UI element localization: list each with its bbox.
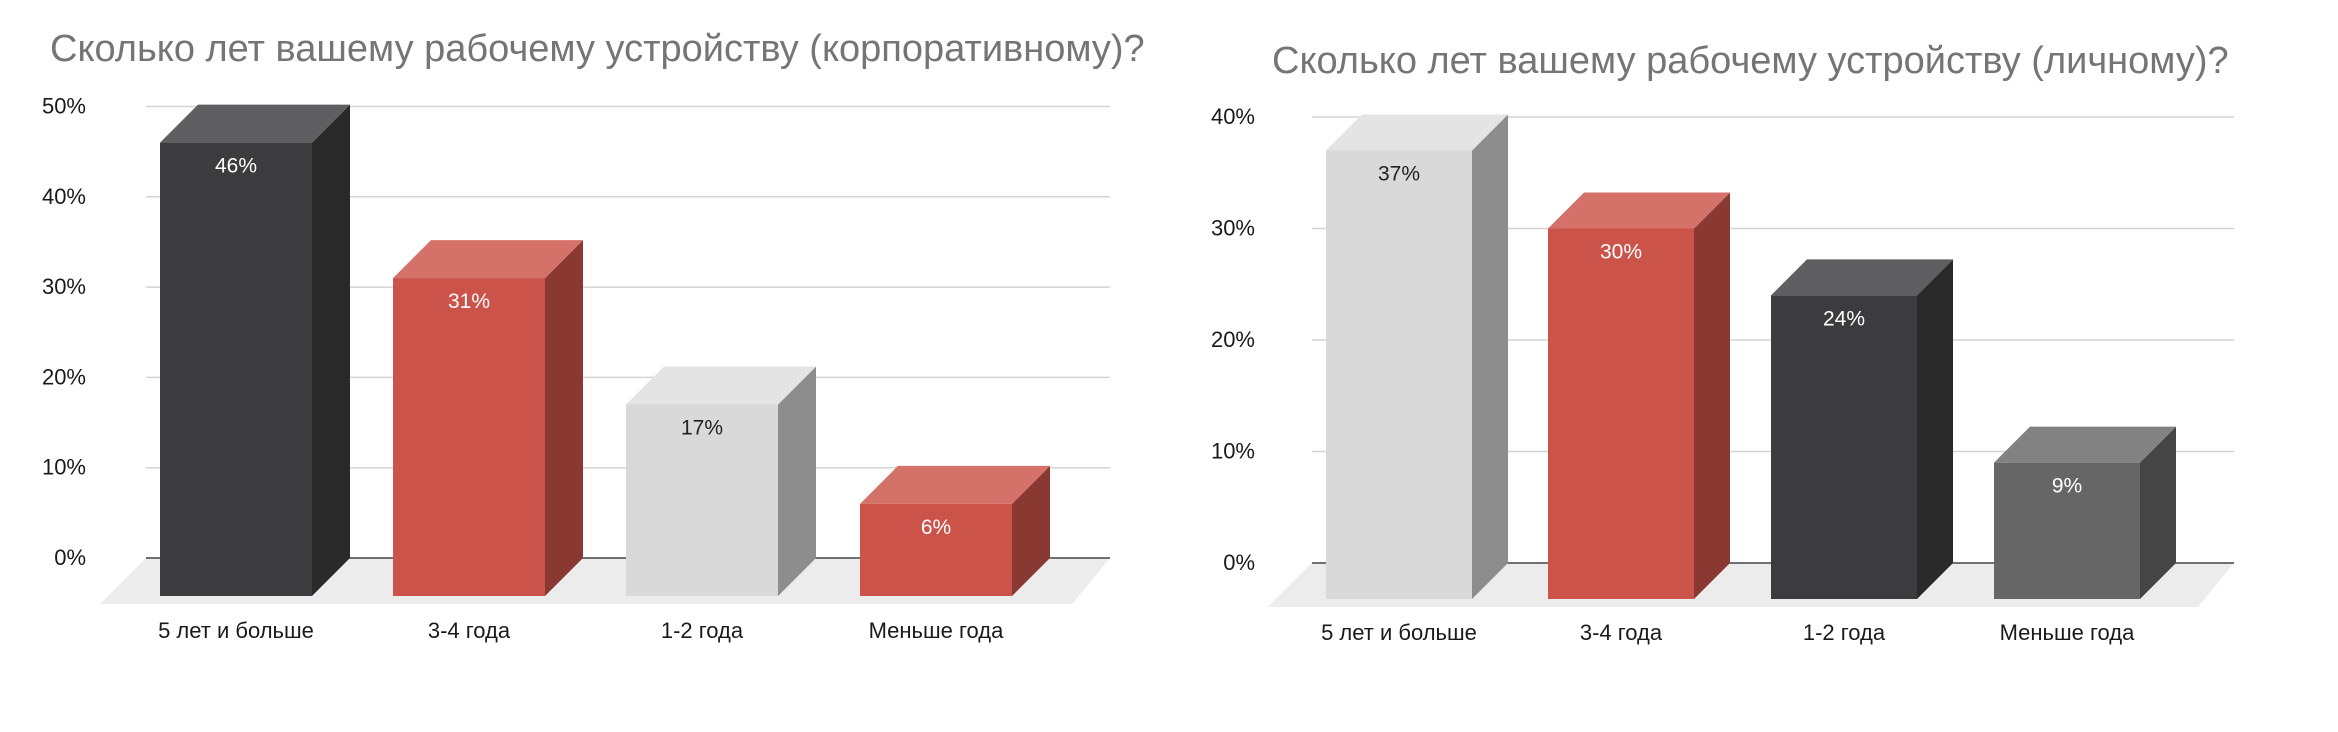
bar: 46%: [160, 104, 350, 597]
floor-plane: [100, 558, 1110, 604]
data-label: 37%: [1378, 162, 1420, 185]
y-tick-label: 0%: [1223, 550, 1255, 575]
bar-front: [393, 278, 545, 596]
y-tick-label: 30%: [42, 274, 86, 299]
bar: 37%: [1326, 114, 1508, 599]
chart-corporate-device-age: Сколько лет вашему рабочему устройству (…: [42, 28, 1145, 643]
bar-side: [1012, 465, 1050, 596]
bar: 30%: [1548, 192, 1730, 599]
y-tick-label: 30%: [1211, 216, 1255, 241]
bar-front: [860, 503, 1012, 596]
y-tick-label: 10%: [1211, 439, 1255, 464]
bar-side: [1917, 259, 1953, 599]
y-tick-label: 20%: [1211, 327, 1255, 352]
bar: 24%: [1771, 259, 1953, 599]
bar: 31%: [393, 240, 583, 596]
bar-top: [1326, 114, 1508, 151]
bar-front: [1994, 462, 2140, 599]
bar: 17%: [626, 366, 816, 596]
x-category-label: 1-2 года: [1803, 620, 1886, 645]
chart-title: Сколько лет вашему рабочему устройству (…: [1272, 40, 2229, 82]
x-category-label: Меньше года: [2000, 620, 2136, 645]
x-category-label: 3-4 года: [1580, 620, 1663, 645]
bar-top: [160, 104, 350, 143]
bar: 9%: [1994, 426, 2176, 599]
x-category-label: 1-2 года: [661, 618, 744, 643]
data-label: 31%: [448, 290, 490, 313]
bar-front: [1771, 295, 1917, 599]
bar-top: [1994, 426, 2176, 463]
data-label: 17%: [681, 416, 723, 439]
bar: 6%: [860, 465, 1050, 596]
bar-side: [1472, 114, 1508, 599]
bar-top: [1548, 192, 1730, 229]
y-tick-label: 20%: [42, 364, 86, 389]
bar-side: [545, 240, 583, 596]
x-category-label: 3-4 года: [428, 618, 511, 643]
x-category-label: 5 лет и больше: [158, 618, 314, 643]
y-tick-label: 50%: [42, 94, 86, 119]
bar-side: [1694, 192, 1730, 599]
y-tick-label: 40%: [42, 184, 86, 209]
bar-side: [312, 104, 350, 597]
chart-title: Сколько лет вашему рабочему устройству (…: [50, 28, 1145, 70]
bar-front: [1326, 150, 1472, 599]
data-label: 24%: [1823, 307, 1865, 330]
x-category-label: 5 лет и больше: [1321, 620, 1477, 645]
data-label: 6%: [921, 516, 951, 539]
data-label: 9%: [2052, 475, 2082, 498]
x-category-label: Меньше года: [869, 618, 1005, 643]
bar-front: [160, 142, 312, 596]
bar-top: [626, 366, 816, 405]
data-label: 46%: [215, 155, 257, 178]
y-tick-label: 0%: [54, 545, 86, 570]
bar-front: [626, 404, 778, 596]
bar-top: [860, 465, 1050, 504]
data-label: 30%: [1600, 241, 1642, 264]
bar-side: [2140, 426, 2176, 599]
chart-personal-device-age: Сколько лет вашему рабочему устройству (…: [1211, 40, 2234, 645]
y-tick-label: 10%: [42, 455, 86, 480]
floor-plane: [1268, 563, 2234, 607]
y-tick-label: 40%: [1211, 104, 1255, 129]
bar-top: [393, 240, 583, 279]
bar-side: [778, 366, 816, 596]
bar-top: [1771, 259, 1953, 296]
bar-front: [1548, 228, 1694, 599]
